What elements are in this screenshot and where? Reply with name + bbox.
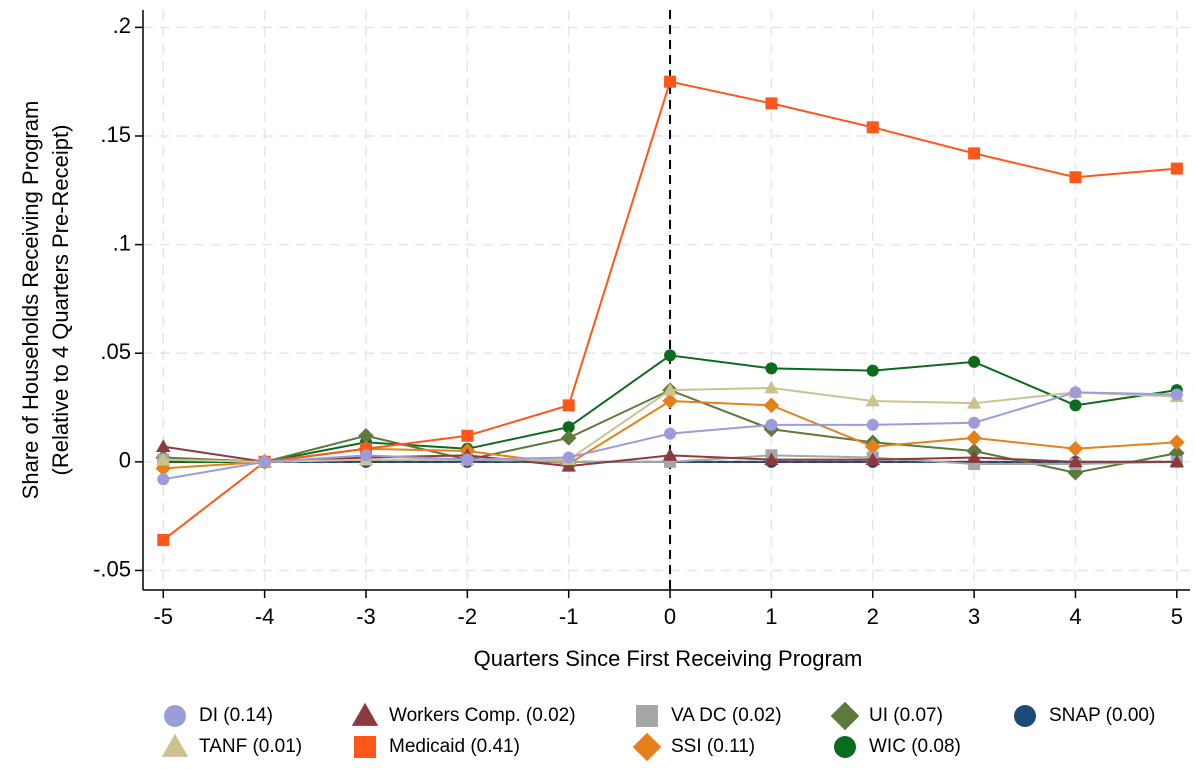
legend-label: WIC (0.08) [869, 736, 961, 757]
data-point [1068, 454, 1083, 468]
data-point [966, 395, 982, 409]
data-point [865, 393, 880, 407]
legend-label: SNAP (0.00) [1049, 705, 1155, 726]
data-point [866, 121, 879, 134]
data-point [662, 382, 678, 396]
legend-marker [1014, 705, 1036, 727]
legend-marker [632, 732, 662, 762]
x-axis-label: Quarters Since First Receiving Program [474, 646, 863, 671]
data-point [966, 430, 982, 446]
data-point [1170, 162, 1183, 175]
y-tick-label: .2 [113, 13, 131, 38]
data-point [664, 427, 677, 440]
data-point [764, 380, 779, 394]
legend-label: Workers Comp. (0.02) [389, 705, 576, 726]
data-point [1069, 399, 1082, 412]
legend-label: DI (0.14) [199, 705, 273, 726]
data-point [359, 449, 372, 462]
data-point [765, 418, 778, 431]
data-point [1169, 454, 1185, 468]
y-tick-label: 0 [119, 448, 131, 473]
legend: DI (0.14) TANF (0.01) Workers Comp. (0.02)… [161, 701, 1155, 762]
data-point [461, 453, 474, 466]
legend-label: UI (0.07) [869, 705, 943, 726]
data-point [866, 364, 879, 377]
data-point [560, 430, 577, 446]
data-point [1169, 434, 1185, 451]
data-point [1069, 386, 1082, 399]
data-point [358, 427, 374, 444]
legend-marker [354, 736, 376, 758]
x-tick-label: 1 [765, 604, 777, 629]
y-tick-label: .15 [100, 122, 131, 147]
legend-label: TANF (0.01) [199, 736, 302, 757]
data-point [562, 399, 575, 412]
legend-label: Medicaid (0.41) [389, 736, 520, 757]
data-point [461, 429, 474, 442]
data-point [865, 452, 880, 466]
x-tick-label: -1 [559, 604, 579, 629]
x-tick-label: -4 [255, 604, 275, 629]
legend-marker [636, 705, 658, 727]
legend-label: VA DC (0.02) [671, 705, 782, 726]
data-point [562, 451, 575, 464]
data-point [561, 458, 576, 472]
x-tick-label: 5 [1171, 604, 1183, 629]
legend-marker [834, 736, 856, 758]
x-tick-label: -2 [458, 604, 478, 629]
data-point [764, 452, 779, 466]
data-point [765, 97, 778, 110]
data-point [1170, 388, 1183, 401]
legend-marker [161, 733, 189, 757]
data-point [662, 393, 678, 409]
x-tick-label: 4 [1069, 604, 1081, 629]
legend-marker [830, 701, 860, 731]
data-point [765, 362, 778, 375]
y-axis-label: Share of Households Receiving Program [18, 101, 43, 500]
y-tick-label: .1 [113, 230, 131, 255]
data-point [156, 452, 171, 466]
data-point [763, 397, 780, 414]
data-point [157, 473, 170, 486]
y-tick-label: -.05 [93, 556, 131, 581]
data-point [1069, 171, 1082, 184]
data-point [866, 418, 879, 431]
data-point [258, 455, 271, 468]
data-point [157, 534, 170, 547]
x-tick-label: -3 [356, 604, 376, 629]
data-point [664, 75, 677, 88]
data-point [664, 349, 677, 362]
data-point [864, 438, 881, 455]
data-point [966, 450, 982, 463]
y-tick-label: .05 [100, 339, 131, 364]
x-tick-label: -5 [153, 604, 173, 629]
data-point [968, 355, 981, 368]
data-point [662, 448, 678, 461]
x-tick-label: 0 [664, 604, 676, 629]
data-point [1067, 441, 1084, 457]
data-point [156, 439, 171, 453]
legend-marker [351, 702, 379, 726]
x-tick-label: 3 [968, 604, 980, 629]
data-point [968, 416, 981, 429]
legend-marker [164, 705, 186, 727]
legend-label: SSI (0.11) [671, 736, 755, 757]
y-axis-label: (Relative to 4 Quarters Pre-Receipt) [48, 125, 73, 476]
data-point [968, 147, 981, 160]
data-point [562, 421, 575, 434]
x-tick-label: 2 [867, 604, 879, 629]
